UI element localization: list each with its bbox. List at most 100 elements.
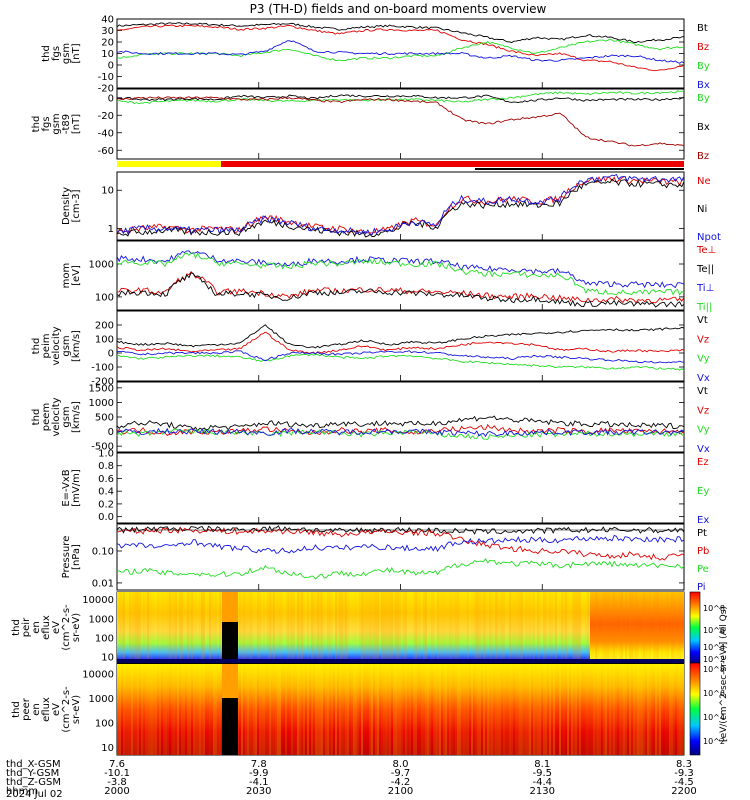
orbit-row-label-0: thd_X-GSM [6, 759, 61, 770]
peir_spectrogram-streak [341, 592, 343, 663]
peer_spectrogram-streak [141, 664, 143, 755]
peir_spectrogram-streak [327, 592, 329, 663]
fgs_gsm_t89-ytick-label-0: 0 [108, 93, 114, 104]
density-ytick-label-0: 10 [101, 186, 114, 197]
peer_spectrogram-streak [311, 664, 313, 755]
peir_spectrogram-streak [459, 592, 461, 663]
fgs_gsm-legend-0: Bt [697, 23, 708, 34]
peir_spectrogram-streak [533, 592, 535, 663]
peer_spectrogram-streak [157, 664, 159, 755]
peer_spectrogram-streak [667, 664, 669, 755]
colorbar-tick-bottom-0: 10^8 [703, 665, 725, 674]
peer_spectrogram-ytick-label-1: 1000 [89, 694, 114, 705]
peir_spectrogram-streak [145, 592, 147, 663]
peer_spectrogram-streak [389, 664, 391, 755]
peir_spectrogram-streak [323, 592, 325, 663]
temperature-ytick-label-0: 1000 [89, 260, 114, 271]
peer_spectrogram-streak [419, 664, 421, 755]
peer_spectrogram-streak [407, 664, 409, 755]
peir_spectrogram-streak [253, 592, 255, 663]
peir_spectrogram-streak [497, 592, 499, 663]
peer_spectrogram-streak [607, 664, 609, 755]
peim_velocity-legend-2: Vy [697, 354, 710, 365]
peem_velocity-ylabel-1: peem [41, 403, 52, 431]
peer_spectrogram-streak [347, 664, 349, 755]
peer_spectrogram-streak [219, 664, 221, 755]
fgs_gsm_t89-legend-2: Bz [697, 151, 709, 162]
peer_spectrogram-streak [385, 664, 387, 755]
peir_spectrogram-streak [203, 592, 205, 663]
peir_spectrogram-streak [503, 592, 505, 663]
orbit-value-3-2: 2100 [388, 786, 413, 797]
peer_spectrogram-streak [455, 664, 457, 755]
fgs_gsm-ylabel-1: fgs [51, 46, 62, 61]
peir_spectrogram-streak [505, 592, 507, 663]
peem_velocity-legend-1: Vz [697, 405, 709, 416]
peir_spectrogram-streak [571, 592, 573, 663]
peer_spectrogram-streak [673, 664, 675, 755]
peer_spectrogram-streak [281, 664, 283, 755]
density-series-2 [116, 173, 685, 236]
peer_spectrogram-ylabel-4: eV [51, 703, 62, 716]
pressure-series-0 [116, 525, 685, 535]
peem_velocity-ytick-label-1: 1000 [89, 398, 114, 409]
peir_spectrogram-streak [165, 592, 167, 663]
peer_spectrogram-streak [533, 664, 535, 755]
peir_spectrogram-streak [447, 592, 449, 663]
peer_spectrogram-streak [441, 664, 443, 755]
panel-density [116, 173, 685, 238]
peim_velocity-series-0 [116, 324, 685, 349]
orbit-row-label-3: hhmm [6, 786, 38, 797]
peir_spectrogram-streak [679, 592, 681, 663]
peer_spectrogram-streak [683, 664, 685, 755]
peir_spectrogram-streak [379, 592, 381, 663]
peer_spectrogram-streak [215, 664, 217, 755]
peer_spectrogram-streak [601, 664, 603, 755]
peir_spectrogram-streak [297, 592, 299, 663]
peir_spectrogram-streak [355, 592, 357, 663]
peer_spectrogram-streak [629, 664, 631, 755]
peer_spectrogram-ylabel-1: peer [21, 697, 32, 721]
peer_spectrogram-streak [411, 664, 413, 755]
peir_spectrogram-streak [599, 592, 601, 663]
peer_spectrogram-streak [147, 664, 149, 755]
peir_spectrogram-streak [683, 592, 685, 663]
peer_spectrogram-streak [649, 664, 651, 755]
peir_spectrogram-streak [171, 592, 173, 663]
peir_spectrogram-background [117, 592, 684, 663]
peer_spectrogram-streak [681, 664, 683, 755]
frame-efield [116, 452, 685, 524]
efield-ytick-label-1: 0.8 [98, 461, 114, 472]
peer_spectrogram-streak [617, 664, 619, 755]
peer_spectrogram-streak [335, 664, 337, 755]
peir_spectrogram-ytick-label-3: 10 [101, 653, 114, 664]
peir_spectrogram-streak [439, 592, 441, 663]
peer_spectrogram-streak [633, 664, 635, 755]
peir_spectrogram-streak [119, 592, 121, 663]
colorbar-tick-top-0: 10^8 [703, 604, 725, 613]
mode-bar-slow [221, 161, 684, 167]
peir_spectrogram-streak [567, 592, 569, 663]
peir_spectrogram-streak [517, 592, 519, 663]
peir_spectrogram-streak [403, 592, 405, 663]
peir_spectrogram-streak [131, 592, 133, 663]
peer_spectrogram-streak [249, 664, 251, 755]
density-ytick-label-1: 1 [108, 224, 114, 235]
pressure-legend-2: Pe [697, 564, 709, 575]
peir_spectrogram-streak [507, 592, 509, 663]
peer_spectrogram-streak [117, 664, 119, 755]
peer_spectrogram-streak [315, 664, 317, 755]
peer_spectrogram-streak [333, 664, 335, 755]
peir_spectrogram-streak [353, 592, 355, 663]
peir_spectrogram-streak [263, 592, 265, 663]
peer_spectrogram-streak [677, 664, 679, 755]
peer_spectrogram-streak [581, 664, 583, 755]
peer_spectrogram-streak [401, 664, 403, 755]
peer_spectrogram-streak [449, 664, 451, 755]
peer_spectrogram-streak [539, 664, 541, 755]
peir_spectrogram-streak [639, 592, 641, 663]
peer_spectrogram-streak [421, 664, 423, 755]
peer_spectrogram-streak [277, 664, 279, 755]
peir_spectrogram-streak [293, 592, 295, 663]
peer_spectrogram-streak [571, 664, 573, 755]
